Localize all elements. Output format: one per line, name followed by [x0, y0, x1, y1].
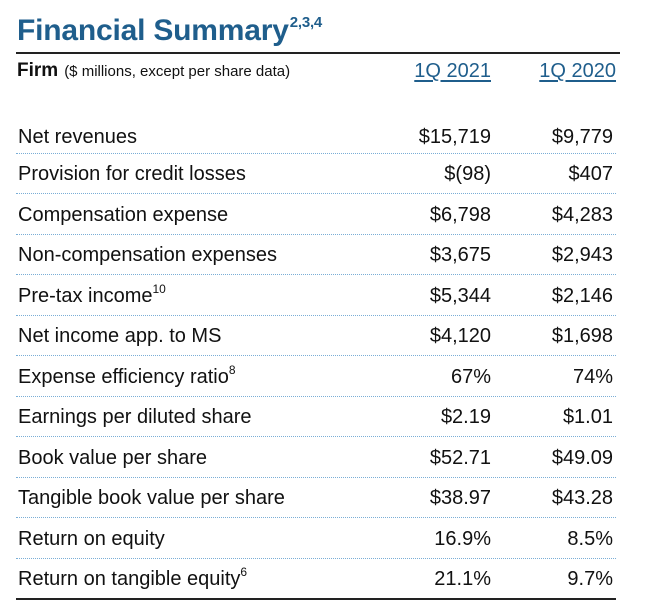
value-1q2021: 21.1%	[434, 568, 491, 591]
row-label-text: Tangible book value per share	[18, 487, 285, 509]
row-label-text: Return on equity	[18, 528, 165, 550]
column-header-1q2021: 1Q 2021	[414, 60, 491, 83]
row-label-text: Expense efficiency ratio	[18, 366, 229, 388]
footnote-marker: 10	[153, 282, 166, 296]
value-1q2020: $43.28	[552, 487, 613, 510]
value-1q2021: $52.71	[430, 447, 491, 470]
row-label-text: Book value per share	[18, 447, 207, 469]
row-label: Non-compensation expenses	[18, 244, 277, 267]
table-row: Return on equity 16.9% 8.5%	[16, 518, 616, 559]
table-row: Book value per share $52.71 $49.09	[16, 437, 616, 478]
row-label: Provision for credit losses	[18, 163, 246, 186]
row-label-text: Pre-tax income	[18, 285, 153, 307]
row-label: Return on tangible equity6	[18, 565, 247, 591]
footnote-marker: 6	[240, 565, 247, 579]
value-1q2021: 67%	[451, 366, 491, 389]
footnote-marker: 8	[229, 363, 236, 377]
value-1q2020: $9,779	[552, 126, 613, 149]
table-row: Non-compensation expenses $3,675 $2,943	[16, 235, 616, 276]
table-row: Compensation expense $6,798 $4,283	[16, 194, 616, 235]
page-title: Financial Summary2,3,4	[17, 14, 322, 48]
value-1q2021: 16.9%	[434, 528, 491, 551]
value-1q2021: $4,120	[430, 325, 491, 348]
value-1q2020: $4,283	[552, 204, 613, 227]
row-label: Earnings per diluted share	[18, 406, 251, 429]
row-label-text: Net revenues	[18, 126, 137, 148]
table-header-firm: Firm ($ millions, except per share data)	[17, 60, 290, 86]
row-label-text: Return on tangible equity	[18, 568, 240, 590]
row-label: Expense efficiency ratio8	[18, 363, 236, 389]
table-row: Expense efficiency ratio8 67% 74%	[16, 356, 616, 397]
table-row: Net income app. to MS $4,120 $1,698	[16, 316, 616, 357]
value-1q2021: $38.97	[430, 487, 491, 510]
table-row: Pre-tax income10 $5,344 $2,146	[16, 275, 616, 316]
table-row: Return on tangible equity6 21.1% 9.7%	[16, 559, 616, 600]
value-1q2021: $5,344	[430, 285, 491, 308]
value-1q2020: $2,943	[552, 244, 613, 267]
top-rule	[16, 52, 620, 54]
value-1q2020: 8.5%	[567, 528, 613, 551]
table-row: Tangible book value per share $38.97 $43.2…	[16, 478, 616, 519]
row-label: Return on equity	[18, 528, 165, 551]
row-label-text: Net income app. to MS	[18, 325, 221, 347]
financial-table: Net revenues $15,719 $9,779 Provision for c…	[16, 113, 616, 600]
value-1q2020: $49.09	[552, 447, 613, 470]
row-label: Pre-tax income10	[18, 282, 166, 308]
row-label: Compensation expense	[18, 204, 228, 227]
row-label-text: Compensation expense	[18, 204, 228, 226]
value-1q2021: $15,719	[419, 126, 491, 149]
value-1q2020: $1.01	[563, 406, 613, 429]
table-row: Net revenues $15,719 $9,779	[16, 113, 616, 154]
value-1q2021: $2.19	[441, 406, 491, 429]
value-1q2020: $407	[569, 163, 614, 186]
value-1q2020: $1,698	[552, 325, 613, 348]
firm-label: Firm	[17, 60, 58, 82]
value-1q2020: 9.7%	[567, 568, 613, 591]
value-1q2020: $2,146	[552, 285, 613, 308]
row-label: Net revenues	[18, 126, 137, 149]
row-label-text: Provision for credit losses	[18, 163, 246, 185]
row-label: Book value per share	[18, 447, 207, 470]
row-label-text: Non-compensation expenses	[18, 244, 277, 266]
table-row: Earnings per diluted share $2.19 $1.01	[16, 397, 616, 438]
row-label: Tangible book value per share	[18, 487, 285, 510]
value-1q2020: 74%	[573, 366, 613, 389]
value-1q2021: $6,798	[430, 204, 491, 227]
value-1q2021: $3,675	[430, 244, 491, 267]
value-1q2021: $(98)	[444, 163, 491, 186]
title-footnote: 2,3,4	[290, 14, 322, 31]
column-header-1q2020: 1Q 2020	[539, 60, 616, 83]
table-row: Provision for credit losses $(98) $407	[16, 154, 616, 195]
units-label: ($ millions, except per share data)	[64, 63, 290, 80]
row-label-text: Earnings per diluted share	[18, 406, 251, 428]
row-label: Net income app. to MS	[18, 325, 221, 348]
